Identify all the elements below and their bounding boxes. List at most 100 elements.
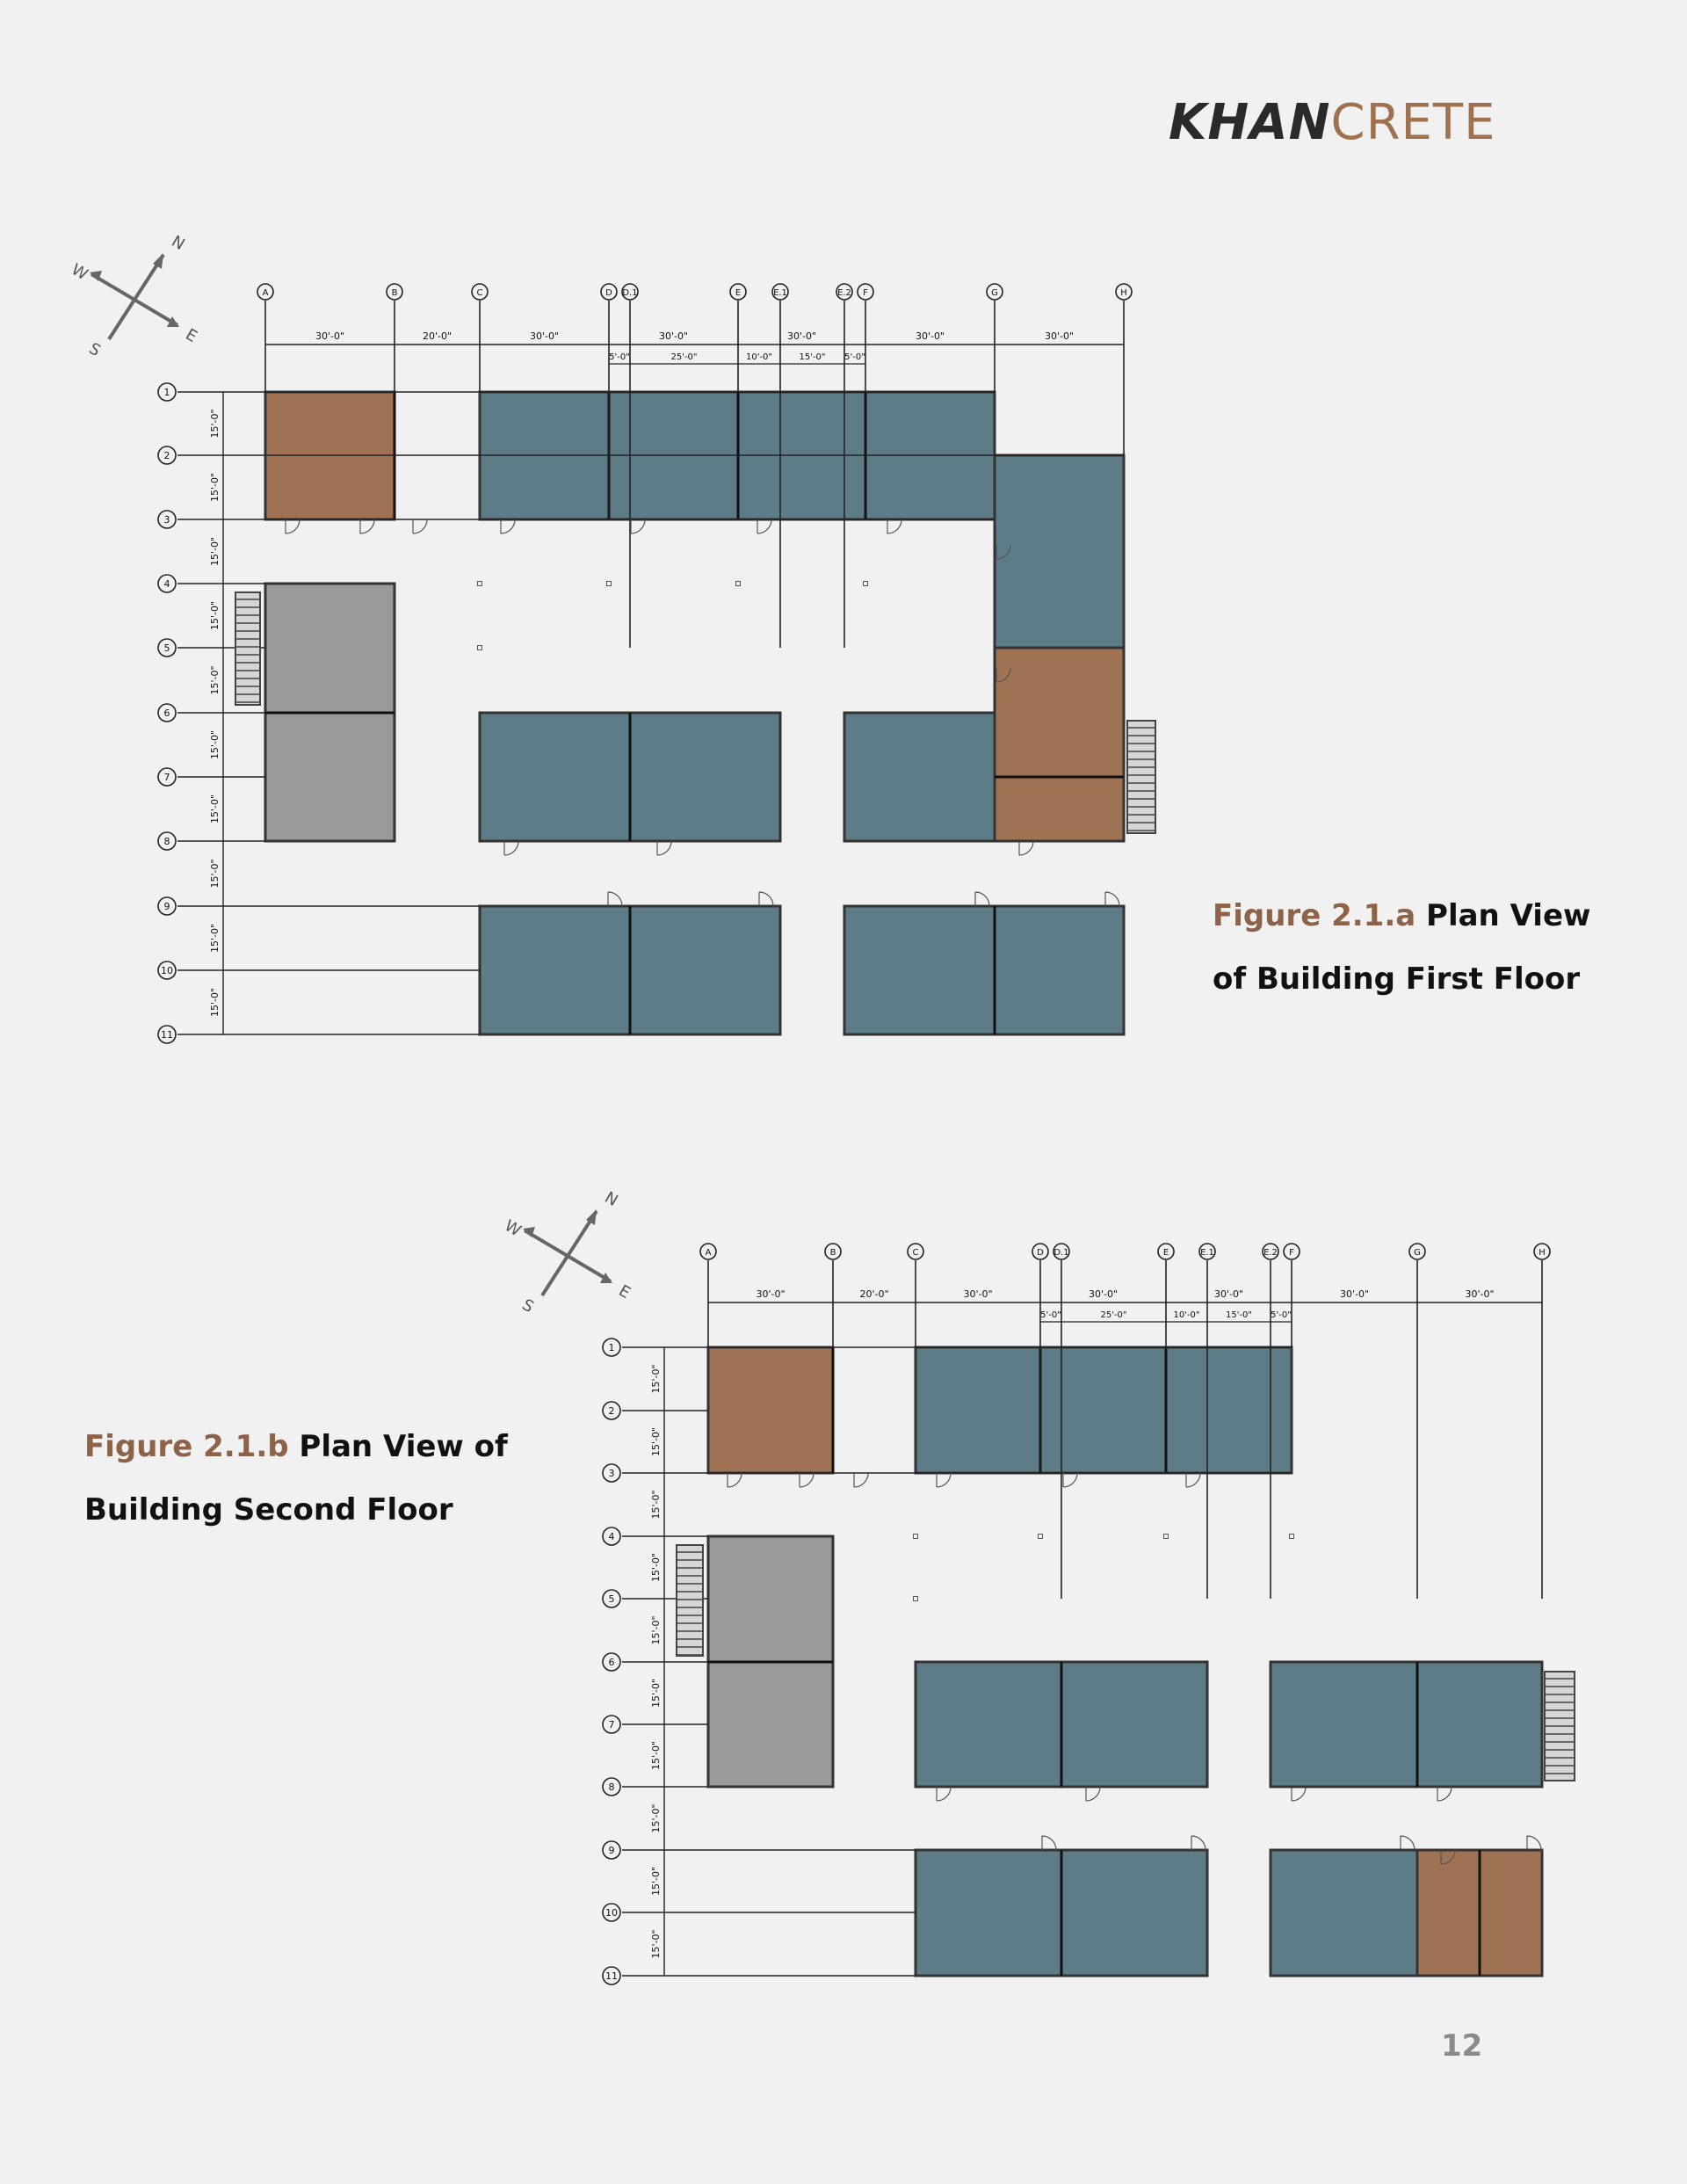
door-swing <box>1085 1786 1101 1802</box>
grid-label-row: 2 <box>164 450 170 461</box>
row-dimension-label: 15'-0" <box>209 409 221 438</box>
grid-bubble-col <box>1157 1243 1175 1260</box>
dimension-label: 30'-0" <box>756 1288 785 1300</box>
sub-dimension-label: 5'-0" <box>609 352 630 362</box>
door-swing <box>1018 840 1034 856</box>
door-swing <box>853 1472 869 1488</box>
grid-bubble-row <box>157 896 177 916</box>
compass-n-arrow <box>153 253 163 269</box>
column-post <box>863 581 868 586</box>
room-blue <box>1269 1660 1419 1789</box>
row-dimension-label: 15'-0" <box>650 1553 662 1582</box>
grid-bubble-col <box>1032 1243 1049 1260</box>
door-swing <box>974 891 990 907</box>
column-post <box>1289 1534 1294 1539</box>
row-dimension-label: 15'-0" <box>650 1803 662 1832</box>
row-dimension-label: 15'-0" <box>209 859 221 888</box>
sub-dimension-label: 5'-0" <box>844 352 865 362</box>
grid-label-col: D <box>605 288 612 298</box>
sub-dimension-label: 10'-0" <box>1173 1310 1199 1320</box>
row-dimension-label: 15'-0" <box>650 1615 662 1644</box>
grid-bubble-col <box>771 283 789 301</box>
door-swing <box>503 840 519 856</box>
grid-label-col: D.1 <box>622 288 637 298</box>
page-number: 12 <box>1441 2028 1483 2064</box>
door-swing <box>996 544 1011 560</box>
grid-label-col: G <box>991 288 998 298</box>
grid-label-row: 6 <box>164 707 170 719</box>
door-swing <box>936 1786 952 1802</box>
door-swing <box>887 519 902 534</box>
grid-bubble-col <box>1053 1243 1070 1260</box>
compass-ns-line <box>540 1209 598 1297</box>
grid-label-col: E.2 <box>1263 1248 1278 1258</box>
sub-dimension-label: 5'-0" <box>1040 1310 1061 1320</box>
grid-bubble-col <box>1533 1243 1551 1260</box>
column-post <box>735 581 741 586</box>
grid-label-row: 4 <box>609 1531 615 1542</box>
grid-label-row: 8 <box>609 1781 615 1793</box>
grid-label-col: C <box>913 1248 919 1258</box>
row-dimension-label: 15'-0" <box>209 537 221 566</box>
grid-bubble-row <box>602 1463 621 1483</box>
grid-bubble-row <box>602 1903 621 1922</box>
grid-bubble-row <box>602 1777 621 1796</box>
grid-label-row: 11 <box>161 1029 173 1041</box>
door-swing <box>359 519 375 534</box>
grid-label-row: 10 <box>605 1907 618 1919</box>
grid-label-col: B <box>830 1248 836 1258</box>
grid-bubble-col <box>1283 1243 1300 1260</box>
grid-bubble-row <box>157 574 177 593</box>
room-blue <box>1269 1848 1419 1977</box>
dimension-label: 20'-0" <box>423 330 452 342</box>
grid-label-col: E.1 <box>1200 1248 1214 1258</box>
grid-bubble-row <box>157 446 177 465</box>
grid-bubble-row <box>602 1652 621 1672</box>
row-dimension-label: 15'-0" <box>209 665 221 694</box>
grid-bubble-col <box>824 1243 842 1260</box>
column-post <box>1038 1534 1043 1539</box>
room-brown <box>993 646 1126 843</box>
room-blue <box>843 904 1126 1036</box>
grid-bubble-row <box>602 1589 621 1608</box>
compass-n-label: N <box>602 1188 621 1210</box>
grid-label-col: F <box>863 288 868 298</box>
grid-bubble-row <box>157 638 177 657</box>
sub-dimension-label: 25'-0" <box>670 352 697 362</box>
stair <box>676 1544 704 1657</box>
grid-label-col: E.1 <box>773 288 787 298</box>
grid-label-row: 7 <box>164 772 170 783</box>
room-blue <box>914 1346 1293 1475</box>
dimension-label: 20'-0" <box>859 1288 888 1300</box>
grid-label-col: B <box>392 288 398 298</box>
row-dimension-label: 15'-0" <box>209 473 221 502</box>
door-swing <box>758 891 774 907</box>
grid-label-row: 5 <box>609 1593 615 1605</box>
room-blue <box>1415 1660 1544 1789</box>
sub-dimension-label: 15'-0" <box>1226 1310 1252 1320</box>
grid-label-col: D.1 <box>1053 1248 1068 1258</box>
door-swing <box>1440 1849 1456 1865</box>
door-swing <box>1291 1786 1307 1802</box>
grid-bubble-col <box>907 1243 924 1260</box>
compass-ns-line <box>107 253 165 341</box>
grid-bubble-row <box>157 382 177 402</box>
row-dimension-label: 15'-0" <box>650 1679 662 1708</box>
grid-label-row: 4 <box>164 578 170 590</box>
grid-label-col: A <box>706 1248 712 1258</box>
grid-bubble-col <box>621 283 639 301</box>
compass-e-arrow <box>600 1273 612 1283</box>
grid-label-row: 3 <box>164 514 170 526</box>
grid-bubble-row <box>157 703 177 722</box>
grid-bubble-col <box>699 1243 717 1260</box>
dimension-label: 30'-0" <box>659 330 688 342</box>
brand-logo: KHANCRETE <box>1169 94 1496 151</box>
dimension-label: 30'-0" <box>963 1288 992 1300</box>
grid-label-col: E <box>735 288 741 298</box>
column-post <box>913 1534 918 1539</box>
door-swing <box>1526 1835 1542 1851</box>
row-dimension-label: 15'-0" <box>209 795 221 824</box>
grid-bubble-col <box>986 283 1003 301</box>
door-swing <box>412 519 428 534</box>
